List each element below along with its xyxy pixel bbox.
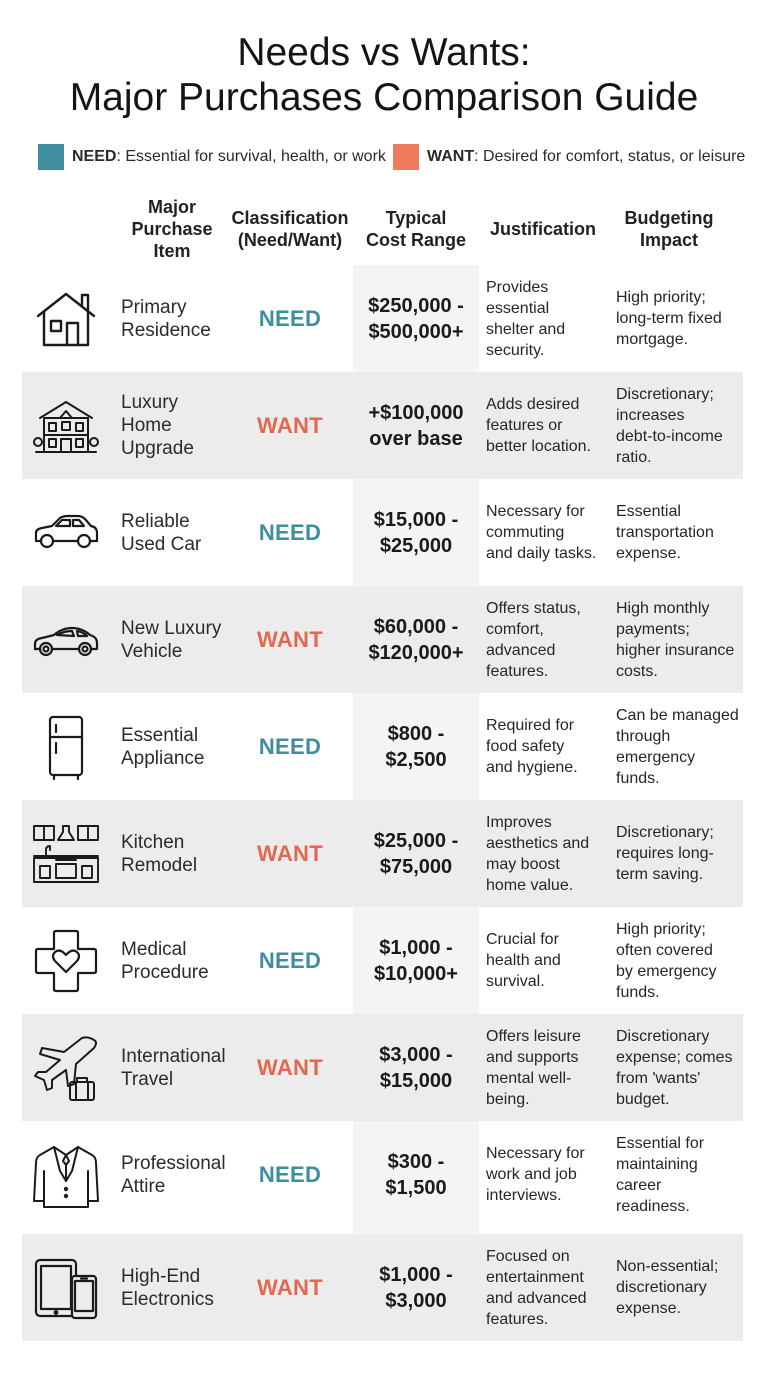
- table-row: New Luxury Vehicle WANT $60,000 - $120,0…: [22, 586, 743, 693]
- item-name: New Luxury Vehicle: [121, 617, 222, 662]
- item-name: Professional Attire: [121, 1152, 226, 1197]
- justification-text: Focused on entertainment and advanced fe…: [486, 1247, 587, 1328]
- justification-text: Offers status, comfort, advanced feature…: [486, 599, 581, 680]
- cost-range: $15,000 - $25,000: [373, 508, 459, 557]
- cost-range: $300 - $1,500: [385, 1150, 447, 1199]
- legend-want-description: : Desired for comfort, status, or leisur…: [474, 148, 746, 165]
- legend-need-description: : Essential for survival, health, or wor…: [116, 148, 386, 165]
- sports-car-icon: [32, 606, 100, 674]
- title-line-1: Needs vs Wants:: [237, 31, 531, 74]
- cost-range: $60,000 - $120,000+: [368, 615, 464, 664]
- budget-impact-text: High monthly payments; higher insurance …: [616, 599, 735, 680]
- table-row: High-End Electronics WANT $1,000 - $3,00…: [22, 1234, 743, 1341]
- justification-text: Required for food safety and hygiene.: [486, 717, 578, 776]
- legend-want-label: WANT: [427, 148, 475, 165]
- table-row: International Travel WANT $3,000 - $15,0…: [22, 1014, 743, 1121]
- header-budget: Budgeting Impact: [624, 208, 714, 250]
- mansion-icon: [32, 392, 100, 460]
- budget-impact-text: High priority; long-term fixed mortgage.: [616, 289, 722, 348]
- item-name: Primary Residence: [121, 296, 211, 341]
- item-name: International Travel: [121, 1045, 226, 1090]
- classification-badge: WANT: [257, 840, 323, 866]
- item-name: Essential Appliance: [121, 724, 205, 769]
- cost-range: $800 - $2,500: [385, 722, 447, 771]
- budget-impact-text: Discretionary; requires long- term savin…: [616, 824, 714, 883]
- title-line-2: Major Purchases Comparison Guide: [69, 76, 699, 119]
- need-color-swatch: [38, 144, 64, 170]
- medical-cross-heart-icon: [32, 927, 100, 995]
- refrigerator-icon: [32, 713, 100, 781]
- budget-impact-text: Discretionary expense; comes from 'wants…: [616, 1027, 733, 1108]
- justification-text: Crucial for health and survival.: [486, 931, 561, 990]
- cost-range: $1,000 - $3,000: [379, 1263, 453, 1312]
- cost-range: $3,000 - $15,000: [379, 1043, 453, 1092]
- table-row: Medical Procedure NEED $1,000 - $10,000+…: [22, 907, 743, 1014]
- justification-text: Provides essential shelter and security.: [486, 278, 566, 359]
- budget-impact-text: Essential for maintaining career readine…: [616, 1134, 705, 1215]
- cost-range: +$100,000 over base: [368, 401, 464, 450]
- justification-text: Necessary for work and job interviews.: [486, 1145, 585, 1204]
- table-row: Reliable Used Car NEED $15,000 - $25,000…: [22, 479, 743, 586]
- classification-badge: NEED: [258, 305, 322, 331]
- table-row: Luxury Home Upgrade WANT +$100,000 over …: [22, 372, 743, 479]
- justification-text: Improves aesthetics and may boost home v…: [486, 813, 590, 894]
- budget-impact-text: Essential transportation expense.: [616, 503, 714, 562]
- table-row: Essential Appliance NEED $800 - $2,500 R…: [22, 693, 743, 800]
- cost-range: $25,000 - $75,000: [373, 829, 459, 878]
- cost-range: $250,000 - $500,000+: [368, 294, 464, 343]
- item-name: Kitchen Remodel: [121, 831, 198, 876]
- budget-impact-text: Non-essential; discretionary expense.: [616, 1258, 719, 1317]
- sedan-icon: [32, 499, 100, 567]
- item-name: High-End Electronics: [121, 1265, 214, 1310]
- house-icon: [32, 285, 100, 353]
- budget-impact-text: High priority; often covered by emergenc…: [616, 920, 717, 1001]
- item-name: Luxury Home Upgrade: [121, 392, 194, 459]
- table-row: Primary Residence NEED $250,000 - $500,0…: [22, 265, 743, 372]
- classification-badge: NEED: [258, 1161, 322, 1187]
- legend-need-label: NEED: [72, 148, 117, 165]
- header-classification: Classification (Need/Want): [231, 208, 349, 250]
- page-title: Needs vs Wants: Major Purchases Comparis…: [0, 30, 768, 120]
- legend-need: NEED: Essential for survival, health, or…: [38, 143, 386, 171]
- justification-text: Offers leisure and supports mental well-…: [486, 1027, 581, 1108]
- suit-icon: [32, 1141, 100, 1209]
- classification-badge: NEED: [258, 733, 322, 759]
- classification-badge: NEED: [258, 519, 322, 545]
- table-row: Kitchen Remodel WANT $25,000 - $75,000 I…: [22, 800, 743, 907]
- header-item: Major Purchase Item: [131, 197, 213, 261]
- classification-badge: NEED: [258, 947, 322, 973]
- header-justification: Justification: [489, 219, 596, 239]
- justification-text: Adds desired features or better location…: [486, 396, 591, 455]
- classification-badge: WANT: [257, 412, 323, 438]
- justification-text: Necessary for commuting and daily tasks.: [486, 503, 597, 562]
- classification-badge: WANT: [257, 1054, 323, 1080]
- tablet-phone-icon: [32, 1254, 100, 1322]
- airplane-luggage-icon: [32, 1034, 100, 1102]
- legend-want: WANT: Desired for comfort, status, or le…: [393, 143, 745, 171]
- kitchen-icon: [32, 820, 100, 888]
- classification-badge: WANT: [257, 626, 323, 652]
- classification-badge: WANT: [257, 1274, 323, 1300]
- item-name: Reliable Used Car: [121, 510, 202, 555]
- cost-range: $1,000 - $10,000+: [374, 936, 458, 985]
- budget-impact-text: Discretionary; increases debt-to-income …: [616, 385, 723, 466]
- header-cost: Typical Cost Range: [365, 208, 466, 250]
- item-name: Medical Procedure: [121, 938, 209, 983]
- table-row: Professional Attire NEED $300 - $1,500 N…: [22, 1121, 743, 1228]
- budget-impact-text: Can be managed through emergency funds.: [616, 706, 739, 787]
- want-color-swatch: [393, 144, 419, 170]
